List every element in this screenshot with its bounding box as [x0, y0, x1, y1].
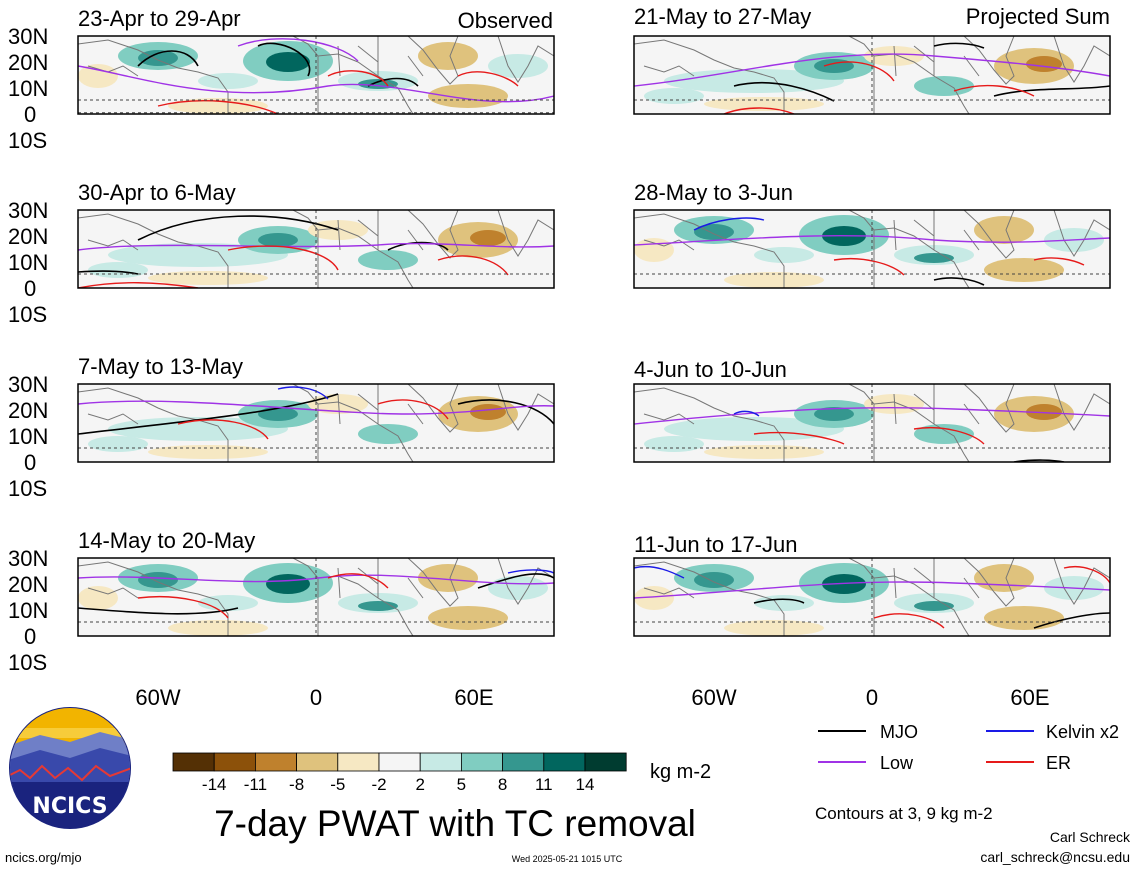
- lat-label-10s: 10S: [8, 128, 47, 153]
- colorbar-box: [255, 752, 298, 772]
- colorbar-tick-label: -14: [202, 775, 227, 794]
- colorbar-box: [460, 752, 503, 772]
- lat-label-20n: 20N: [8, 572, 48, 597]
- legend-low-label: Low: [880, 753, 914, 773]
- colorbar-tick-label: 2: [415, 775, 424, 794]
- map-panel-5: [633, 35, 1111, 115]
- lat-labels-row-2: 30N 20N 10N 0 10S: [8, 198, 48, 327]
- panel-title-7: 4-Jun to 10-Jun: [634, 357, 787, 382]
- lat-label-10s: 10S: [8, 650, 47, 675]
- colorbar-box: [337, 752, 380, 772]
- panel-title-5: 21-May to 27-May: [634, 4, 811, 29]
- colorbar-box: [378, 752, 421, 772]
- lat-label-10n: 10N: [8, 598, 48, 623]
- legend-er-label: ER: [1046, 753, 1071, 773]
- lat-label-10n: 10N: [8, 76, 48, 101]
- legend: MJO Kelvin x2 Low ER: [818, 722, 1119, 773]
- lat-label-30n: 30N: [8, 24, 48, 49]
- lat-label-30n: 30N: [8, 198, 48, 223]
- panel-title-3: 7-May to 13-May: [78, 354, 243, 379]
- panel-title-6: 28-May to 3-Jun: [634, 180, 793, 205]
- panel-title-4: 14-May to 20-May: [78, 528, 255, 553]
- colorbar-tick-label: 5: [457, 775, 466, 794]
- lat-label-10n: 10N: [8, 424, 48, 449]
- timestamp: Wed 2025-05-21 1015 UTC: [512, 854, 623, 864]
- colorbar-box: [172, 752, 215, 772]
- map-panel-7: [633, 383, 1111, 463]
- lat-label-0: 0: [24, 624, 36, 649]
- colorbar-unit: kg m-2: [650, 761, 711, 783]
- lat-label-10s: 10S: [8, 476, 47, 501]
- lon-label-60e-right: 60E: [1010, 685, 1049, 710]
- author-email: carl_schreck@ncsu.edu: [980, 849, 1130, 865]
- panel-title-8: 11-Jun to 17-Jun: [634, 532, 797, 557]
- panel-title-2: 30-Apr to 6-May: [78, 180, 236, 205]
- lat-label-0: 0: [24, 450, 36, 475]
- colorbar-tick-label: -11: [244, 775, 267, 794]
- observed-label: Observed: [458, 8, 553, 33]
- map-panel-4: [77, 557, 555, 637]
- colorbar-box: [502, 752, 545, 772]
- colorbar: [172, 752, 627, 772]
- map-panel-2: [77, 209, 555, 289]
- lat-label-20n: 20N: [8, 224, 48, 249]
- colorbar-box: [584, 752, 627, 772]
- lat-label-10n: 10N: [8, 250, 48, 275]
- map-panel-1: [77, 35, 555, 115]
- author-name: Carl Schreck: [1050, 829, 1131, 845]
- map-panel-8: [633, 557, 1111, 637]
- legend-mjo-label: MJO: [880, 722, 918, 742]
- colorbar-box: [419, 752, 462, 772]
- colorbar-tick-label: 14: [576, 775, 595, 794]
- lon-label-60e: 60E: [454, 685, 493, 710]
- legend-kelvin-label: Kelvin x2: [1046, 722, 1119, 742]
- logo-text: NCICS: [32, 794, 107, 819]
- lat-label-20n: 20N: [8, 50, 48, 75]
- colorbar-tick-label: -2: [371, 775, 386, 794]
- ncics-logo: NCICS: [9, 707, 131, 829]
- lat-labels-row-4: 30N 20N 10N 0 10S: [8, 546, 48, 675]
- colorbar-tick-label: 11: [535, 775, 553, 794]
- lon-label-60w: 60W: [135, 685, 180, 710]
- lat-labels-row-1: 30N 20N 10N 0 10S: [8, 24, 48, 153]
- colorbar-box: [543, 752, 586, 772]
- site-url: ncics.org/mjo: [5, 850, 82, 865]
- lat-label-30n: 30N: [8, 372, 48, 397]
- lon-label-0-right: 0: [866, 685, 878, 710]
- colorbar-box: [213, 752, 256, 772]
- lat-label-0: 0: [24, 276, 36, 301]
- map-panel-6: [633, 209, 1111, 289]
- contours-note: Contours at 3, 9 kg m-2: [815, 804, 993, 823]
- lat-label-10s: 10S: [8, 302, 47, 327]
- projected-sum-label: Projected Sum: [966, 4, 1110, 29]
- colorbar-tick-label: -8: [289, 775, 304, 794]
- colorbar-ticks: -14 -11 -8 -5 -2 2 5 8 11 14: [202, 775, 595, 794]
- map-panel-3: [77, 383, 555, 463]
- main-title: 7-day PWAT with TC removal: [214, 803, 696, 844]
- lon-label-60w-right: 60W: [691, 685, 736, 710]
- lon-label-0: 0: [310, 685, 322, 710]
- lat-label-20n: 20N: [8, 398, 48, 423]
- colorbar-tick-label: -5: [330, 775, 345, 794]
- lat-label-30n: 30N: [8, 546, 48, 571]
- colorbar-tick-label: 8: [498, 775, 507, 794]
- lat-label-0: 0: [24, 102, 36, 127]
- lat-labels-row-3: 30N 20N 10N 0 10S: [8, 372, 48, 501]
- panel-title-1: 23-Apr to 29-Apr: [78, 6, 241, 31]
- colorbar-box: [296, 752, 339, 772]
